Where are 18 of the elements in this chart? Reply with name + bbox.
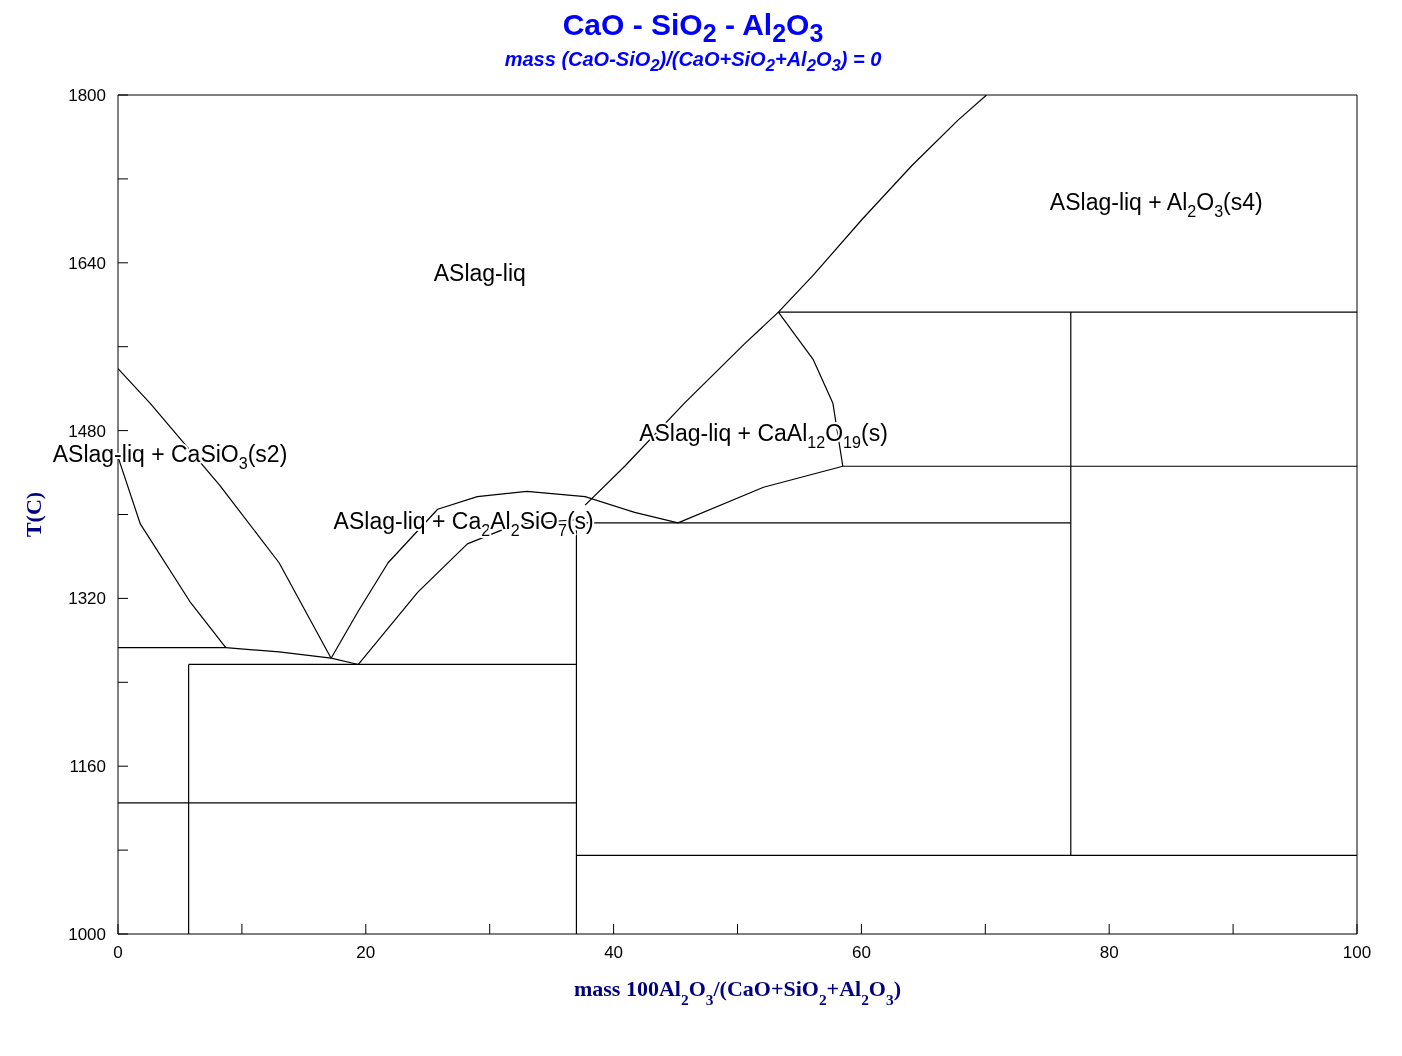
y-tick-label: 1640 — [68, 253, 106, 273]
x-tick-label: 100 — [1342, 943, 1372, 963]
text: mass 100Al$_{2}$O$_{3}$/(CaO+SiO$_{2}$+Al$_{2}$O$_{3}$) — [573, 976, 902, 1008]
x-tick-label: 0 — [113, 943, 123, 963]
y-axis-title: T(C) — [21, 491, 47, 538]
y-tick-label: 1480 — [68, 421, 106, 441]
y-tick-label: 1160 — [69, 757, 106, 777]
y-tick-label: 1000 — [68, 925, 106, 945]
text: mass (CaO-SiO$_{2}$)/(CaO+SiO$_{2}$+Al$_{2}$O$_{3}$) = 0 — [504, 48, 882, 75]
chart-title: CaO - SiO$_{2}$ - Al$_{2}$O$_{3}$ — [561, 8, 825, 48]
x-tick-label: 20 — [356, 943, 376, 963]
y-tick-label: 1800 — [68, 86, 106, 106]
annotation: ASlag-liq + Al$_{2}$O$_{3}$(s4) — [1049, 189, 1263, 221]
x-tick-label: 40 — [604, 943, 624, 963]
x-tick-label: 80 — [1099, 943, 1119, 963]
annotation: ASlag-liq — [433, 260, 526, 287]
y-tick-label: 1320 — [68, 589, 106, 609]
x-tick-label: 60 — [851, 943, 871, 963]
